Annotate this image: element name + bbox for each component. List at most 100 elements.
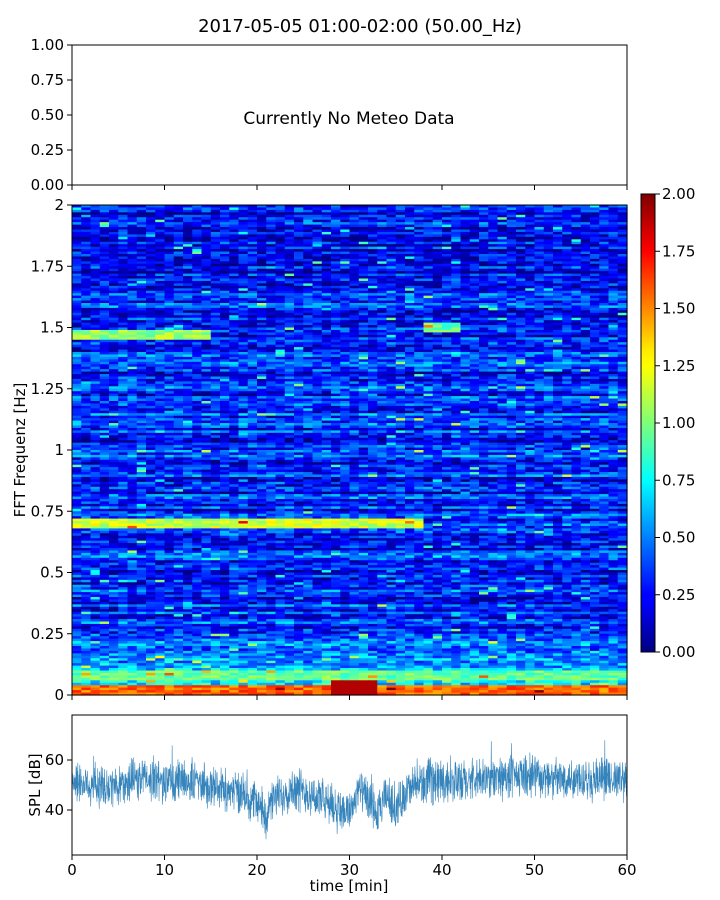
- heatmap-cell: [377, 320, 388, 324]
- heatmap-cell: [377, 222, 388, 226]
- heatmap-cell: [562, 244, 573, 248]
- heatmap-cell: [284, 305, 295, 309]
- heatmap-cell: [553, 254, 563, 258]
- heatmap-cell: [506, 312, 517, 316]
- heatmap-cell: [479, 256, 489, 260]
- heatmap-cell: [617, 290, 628, 294]
- heatmap-cell: [368, 214, 378, 218]
- heatmap-cell: [599, 280, 610, 284]
- heatmap-cell: [247, 278, 258, 282]
- heatmap-cell: [395, 271, 406, 275]
- heatmap-cell: [257, 315, 267, 319]
- heatmap-cell: [516, 298, 526, 302]
- heatmap-cell: [599, 205, 610, 209]
- heatmap-cell: [469, 229, 480, 233]
- heatmap-cell: [312, 276, 323, 280]
- heatmap-cell: [599, 231, 610, 235]
- heatmap-cell: [210, 268, 221, 272]
- heatmap-cell: [460, 222, 471, 226]
- heatmap-cell: [183, 217, 193, 221]
- heatmap-cell: [469, 219, 480, 223]
- heatmap-cell: [331, 214, 341, 218]
- heatmap-cell: [451, 227, 462, 231]
- heatmap-cell: [590, 288, 600, 292]
- heatmap-cell: [442, 244, 452, 248]
- heatmap-cell: [90, 241, 101, 245]
- heatmap-cell: [247, 229, 258, 233]
- heatmap-cell: [617, 224, 628, 228]
- heatmap-cell: [192, 273, 203, 277]
- heatmap-cell: [294, 231, 304, 235]
- heatmap-cell: [377, 229, 388, 233]
- heatmap-cell: [183, 271, 193, 275]
- heatmap-cell: [303, 244, 314, 248]
- heatmap-cell: [497, 205, 508, 209]
- heatmap-cell: [340, 261, 351, 265]
- heatmap-cell: [247, 234, 258, 238]
- heatmap-cell: [534, 278, 545, 282]
- heatmap-cell: [516, 280, 526, 284]
- heatmap-cell: [81, 261, 92, 265]
- heatmap-cell: [275, 212, 286, 216]
- heatmap-cell: [173, 283, 184, 287]
- heatmap-cell: [553, 239, 563, 243]
- heatmap-cell: [590, 234, 600, 238]
- heatmap-cell: [90, 231, 101, 235]
- heatmap-cell: [220, 290, 230, 294]
- heatmap-cell: [543, 300, 554, 304]
- heatmap-cell: [257, 310, 267, 314]
- heatmap-cell: [432, 276, 443, 280]
- heatmap-cell: [164, 278, 175, 282]
- heatmap-cell: [257, 285, 267, 289]
- heatmap-cell: [90, 212, 101, 216]
- heatmap-cell: [469, 231, 480, 235]
- heatmap-cell: [90, 234, 101, 238]
- heatmap-cell: [275, 305, 286, 309]
- heatmap-cell: [294, 239, 304, 243]
- heatmap-cell: [525, 295, 536, 299]
- heatmap-cell: [617, 258, 628, 262]
- heatmap-cell: [553, 246, 563, 250]
- heatmap-cell: [303, 288, 314, 292]
- heatmap-cell: [599, 278, 610, 282]
- heatmap-cell: [303, 229, 314, 233]
- heatmap-cell: [506, 268, 517, 272]
- heatmap-cell: [155, 300, 166, 304]
- heatmap-cell: [118, 290, 129, 294]
- heatmap-cell: [331, 239, 341, 243]
- heatmap-cell: [479, 231, 489, 235]
- heatmap-cell: [127, 227, 138, 231]
- heatmap-cell: [479, 290, 489, 294]
- heatmap-cell: [405, 300, 415, 304]
- heatmap-cell: [183, 317, 193, 321]
- heatmap-cell: [247, 303, 258, 307]
- heatmap-cell: [405, 236, 415, 240]
- heatmap-cell: [553, 317, 563, 321]
- heatmap-cell: [220, 310, 230, 314]
- heatmap-cell: [377, 312, 388, 316]
- heatmap-cell: [294, 224, 304, 228]
- meteo-x-ticks: [71, 185, 628, 190]
- heatmap-cell: [590, 249, 600, 253]
- heatmap-cell: [395, 239, 406, 243]
- heatmap-cell: [479, 244, 489, 248]
- heatmap-cell: [451, 205, 462, 209]
- heatmap-cell: [99, 288, 110, 292]
- heatmap-cell: [497, 214, 508, 218]
- heatmap-cell: [599, 207, 610, 211]
- heatmap-cell: [321, 288, 332, 292]
- heatmap-cell: [275, 214, 286, 218]
- heatmap-cell: [571, 293, 582, 297]
- heatmap-cell: [183, 207, 193, 211]
- heatmap-cell: [340, 244, 351, 248]
- heatmap-cell: [432, 261, 443, 265]
- heatmap-cell: [257, 283, 267, 287]
- heatmap-cell: [173, 263, 184, 267]
- heatmap-cell: [349, 234, 360, 238]
- heatmap-cell: [497, 229, 508, 233]
- heatmap-cell: [118, 278, 129, 282]
- heatmap-cell: [543, 320, 554, 324]
- heatmap-cell: [173, 293, 184, 297]
- heatmap-cell: [146, 231, 156, 235]
- heatmap-cell: [183, 212, 193, 216]
